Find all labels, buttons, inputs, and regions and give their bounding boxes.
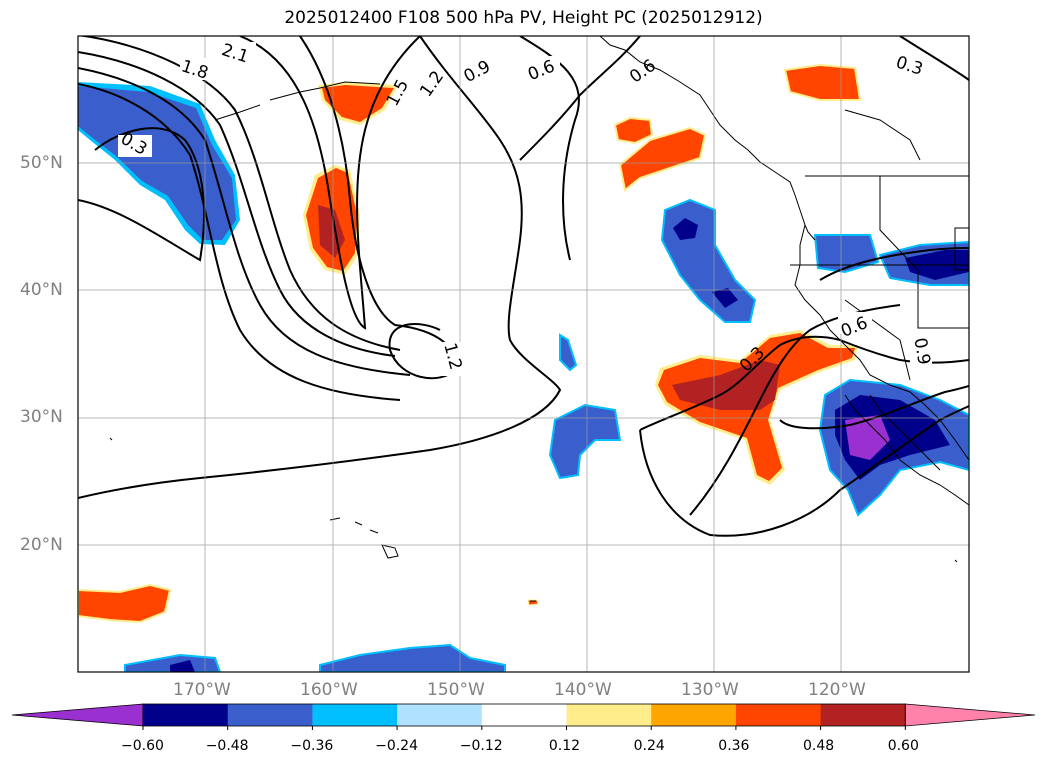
colorbar-segment (566, 704, 652, 726)
colorbar-tick-label: 0.60 (887, 738, 919, 754)
map-title: 2025012400 F108 500 hPa PV, Height PC (2… (284, 8, 763, 28)
negative-pv-blob (845, 415, 890, 460)
colorbar-segment (397, 704, 483, 726)
colorbar-outline (142, 703, 906, 727)
map-frame (77, 35, 970, 673)
lon-label: 140°W (554, 680, 612, 700)
contour-label: 0.9 (909, 336, 933, 366)
lon-label: 150°W (427, 680, 485, 700)
height-contours (78, 36, 969, 537)
colorbar-tick-label: 0.48 (803, 738, 835, 754)
colorbar-tick-label: 0.12 (548, 738, 581, 754)
lon-label: 170°W (173, 680, 231, 700)
positive-pv-blob (783, 63, 862, 101)
colorbar-tick-label: −0.24 (375, 738, 418, 754)
negative-pv-blob (673, 218, 698, 240)
colorbar-tick-label: 0.24 (633, 738, 665, 754)
negative-pv-blob (319, 643, 506, 672)
colorbar-segment (312, 704, 398, 726)
coastlines (109, 36, 969, 602)
colorbar-tick-label: −0.12 (459, 738, 503, 754)
colorbar-extend-max (904, 703, 1036, 727)
colorbar (11, 703, 1036, 730)
colorbar-segment (735, 704, 822, 726)
negative-pv-blob (548, 403, 622, 480)
positive-pv-blob (618, 126, 707, 192)
negative-pv-blob (660, 198, 757, 323)
positive-pv-blob (322, 85, 394, 122)
positive-pv-blob (672, 360, 780, 410)
lon-label: 130°W (681, 680, 739, 700)
colorbar-segment (227, 704, 313, 726)
contour-label: 1.2 (416, 67, 448, 101)
colorbar-extend-min (11, 703, 144, 727)
positive-pv-blob (613, 116, 654, 145)
negative-pv-blob (813, 234, 880, 274)
colorbar-segment (820, 704, 906, 726)
lat-label: 20°N (20, 535, 63, 555)
lon-label: 160°W (300, 680, 358, 700)
lon-label: 120°W (808, 680, 866, 700)
negative-pv-blob (170, 660, 195, 672)
colorbar-tick-label: 0.36 (718, 738, 750, 754)
negative-pv-blob (712, 288, 738, 308)
contour-label: 0.6 (626, 56, 660, 88)
lat-label: 30°N (20, 407, 63, 427)
colorbar-tick-label: −0.36 (290, 738, 334, 754)
colorbar-segment (651, 704, 737, 726)
colorbar-tick-label: −0.60 (121, 738, 164, 754)
positive-pv-blob (78, 583, 172, 624)
lat-label: 40°N (20, 280, 63, 300)
colorbar-tick-label: −0.48 (205, 738, 249, 754)
colorbar-segment (143, 704, 229, 726)
negative-pv-blob (559, 333, 578, 372)
lat-label: 50°N (20, 153, 63, 173)
colorbar-segment (481, 704, 567, 726)
negative-pv-blob (124, 653, 222, 672)
negative-pv-blob (835, 395, 950, 480)
